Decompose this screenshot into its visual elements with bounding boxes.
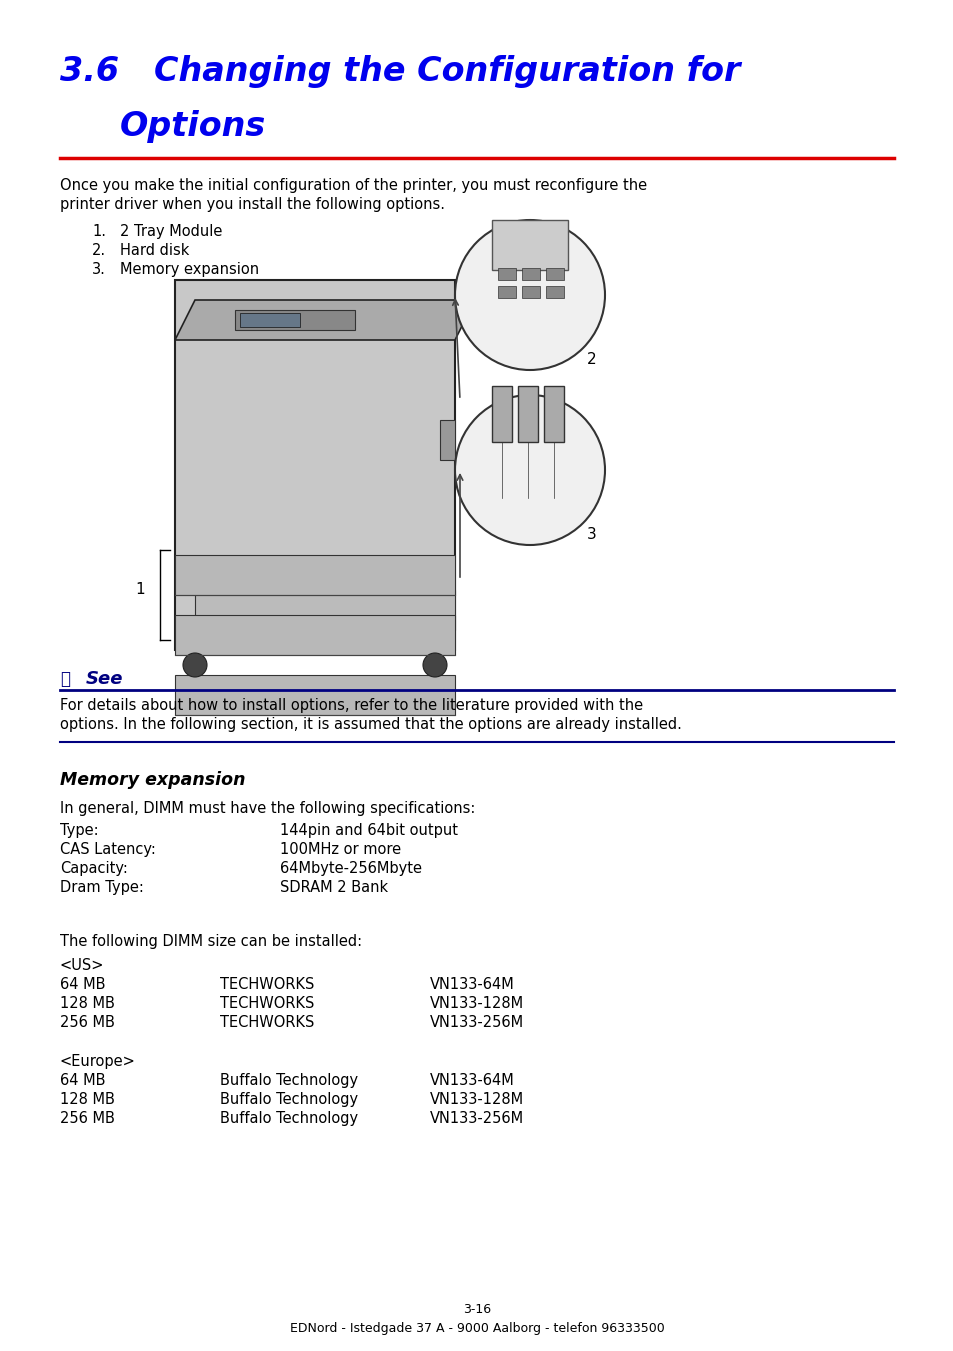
Circle shape — [422, 653, 447, 677]
Text: 2 Tray Module: 2 Tray Module — [120, 224, 222, 239]
Text: SDRAM 2 Bank: SDRAM 2 Bank — [280, 880, 388, 894]
Text: VN133-256M: VN133-256M — [430, 1015, 523, 1029]
Circle shape — [183, 653, 207, 677]
Text: Once you make the initial configuration of the printer, you must reconfigure the: Once you make the initial configuration … — [60, 178, 646, 193]
Text: 64 MB: 64 MB — [60, 977, 106, 992]
Text: Memory expansion: Memory expansion — [120, 262, 259, 277]
Text: <Europe>: <Europe> — [60, 1054, 135, 1069]
Text: VN133-64M: VN133-64M — [430, 977, 515, 992]
Text: VN133-256M: VN133-256M — [430, 1111, 523, 1125]
Text: TECHWORKS: TECHWORKS — [220, 996, 314, 1011]
Bar — [194, 590, 455, 630]
Text: 3-16: 3-16 — [462, 1302, 491, 1316]
Text: 128 MB: 128 MB — [60, 996, 114, 1011]
Bar — [439, 420, 455, 459]
Text: Options: Options — [120, 109, 266, 143]
Bar — [497, 286, 516, 299]
Bar — [545, 286, 563, 299]
Bar — [174, 555, 455, 594]
Text: 64Mbyte-256Mbyte: 64Mbyte-256Mbyte — [280, 861, 421, 875]
Text: In general, DIMM must have the following specifications:: In general, DIMM must have the following… — [60, 801, 475, 816]
Text: 1: 1 — [135, 582, 145, 597]
Text: For details about how to install options, refer to the literature provided with : For details about how to install options… — [60, 698, 642, 713]
Bar — [492, 220, 567, 270]
Text: Type:: Type: — [60, 823, 98, 838]
Text: 1.: 1. — [91, 224, 106, 239]
Bar — [174, 615, 455, 655]
Text: 64 MB: 64 MB — [60, 1073, 106, 1088]
Bar — [521, 286, 539, 299]
Text: Capacity:: Capacity: — [60, 861, 128, 875]
Bar — [492, 386, 512, 442]
Bar — [234, 309, 355, 330]
Text: <US>: <US> — [60, 958, 105, 973]
Text: Buffalo Technology: Buffalo Technology — [220, 1073, 357, 1088]
Text: See: See — [86, 670, 123, 688]
Text: 256 MB: 256 MB — [60, 1015, 114, 1029]
Text: 3.: 3. — [91, 262, 106, 277]
Text: 128 MB: 128 MB — [60, 1092, 114, 1106]
Text: 256 MB: 256 MB — [60, 1111, 114, 1125]
Text: 144pin and 64bit output: 144pin and 64bit output — [280, 823, 457, 838]
Bar — [497, 267, 516, 280]
Bar — [174, 676, 455, 715]
Text: TECHWORKS: TECHWORKS — [220, 1015, 314, 1029]
Text: TECHWORKS: TECHWORKS — [220, 977, 314, 992]
Polygon shape — [174, 300, 475, 340]
Text: Dram Type:: Dram Type: — [60, 880, 144, 894]
Text: 100MHz or more: 100MHz or more — [280, 842, 400, 857]
Text: VN133-128M: VN133-128M — [430, 996, 523, 1011]
Text: options. In the following section, it is assumed that the options are already in: options. In the following section, it is… — [60, 717, 681, 732]
Text: Memory expansion: Memory expansion — [60, 771, 245, 789]
Text: CAS Latency:: CAS Latency: — [60, 842, 155, 857]
Circle shape — [455, 394, 604, 544]
Bar — [543, 386, 563, 442]
Text: printer driver when you install the following options.: printer driver when you install the foll… — [60, 197, 444, 212]
Bar — [521, 267, 539, 280]
Text: 3: 3 — [586, 527, 597, 542]
Bar — [174, 280, 455, 650]
Text: The following DIMM size can be installed:: The following DIMM size can be installed… — [60, 934, 362, 948]
Text: VN133-64M: VN133-64M — [430, 1073, 515, 1088]
Text: EDNord - Istedgade 37 A - 9000 Aalborg - telefon 96333500: EDNord - Istedgade 37 A - 9000 Aalborg -… — [290, 1323, 663, 1335]
Bar — [545, 267, 563, 280]
Circle shape — [455, 220, 604, 370]
Text: Buffalo Technology: Buffalo Technology — [220, 1092, 357, 1106]
Bar — [517, 386, 537, 442]
Text: 📖: 📖 — [60, 670, 70, 688]
Text: Hard disk: Hard disk — [120, 243, 190, 258]
Text: 2: 2 — [586, 353, 596, 367]
Text: VN133-128M: VN133-128M — [430, 1092, 523, 1106]
Bar — [240, 313, 299, 327]
Text: 2.: 2. — [91, 243, 106, 258]
Text: Buffalo Technology: Buffalo Technology — [220, 1111, 357, 1125]
Text: 3.6   Changing the Configuration for: 3.6 Changing the Configuration for — [60, 55, 740, 88]
